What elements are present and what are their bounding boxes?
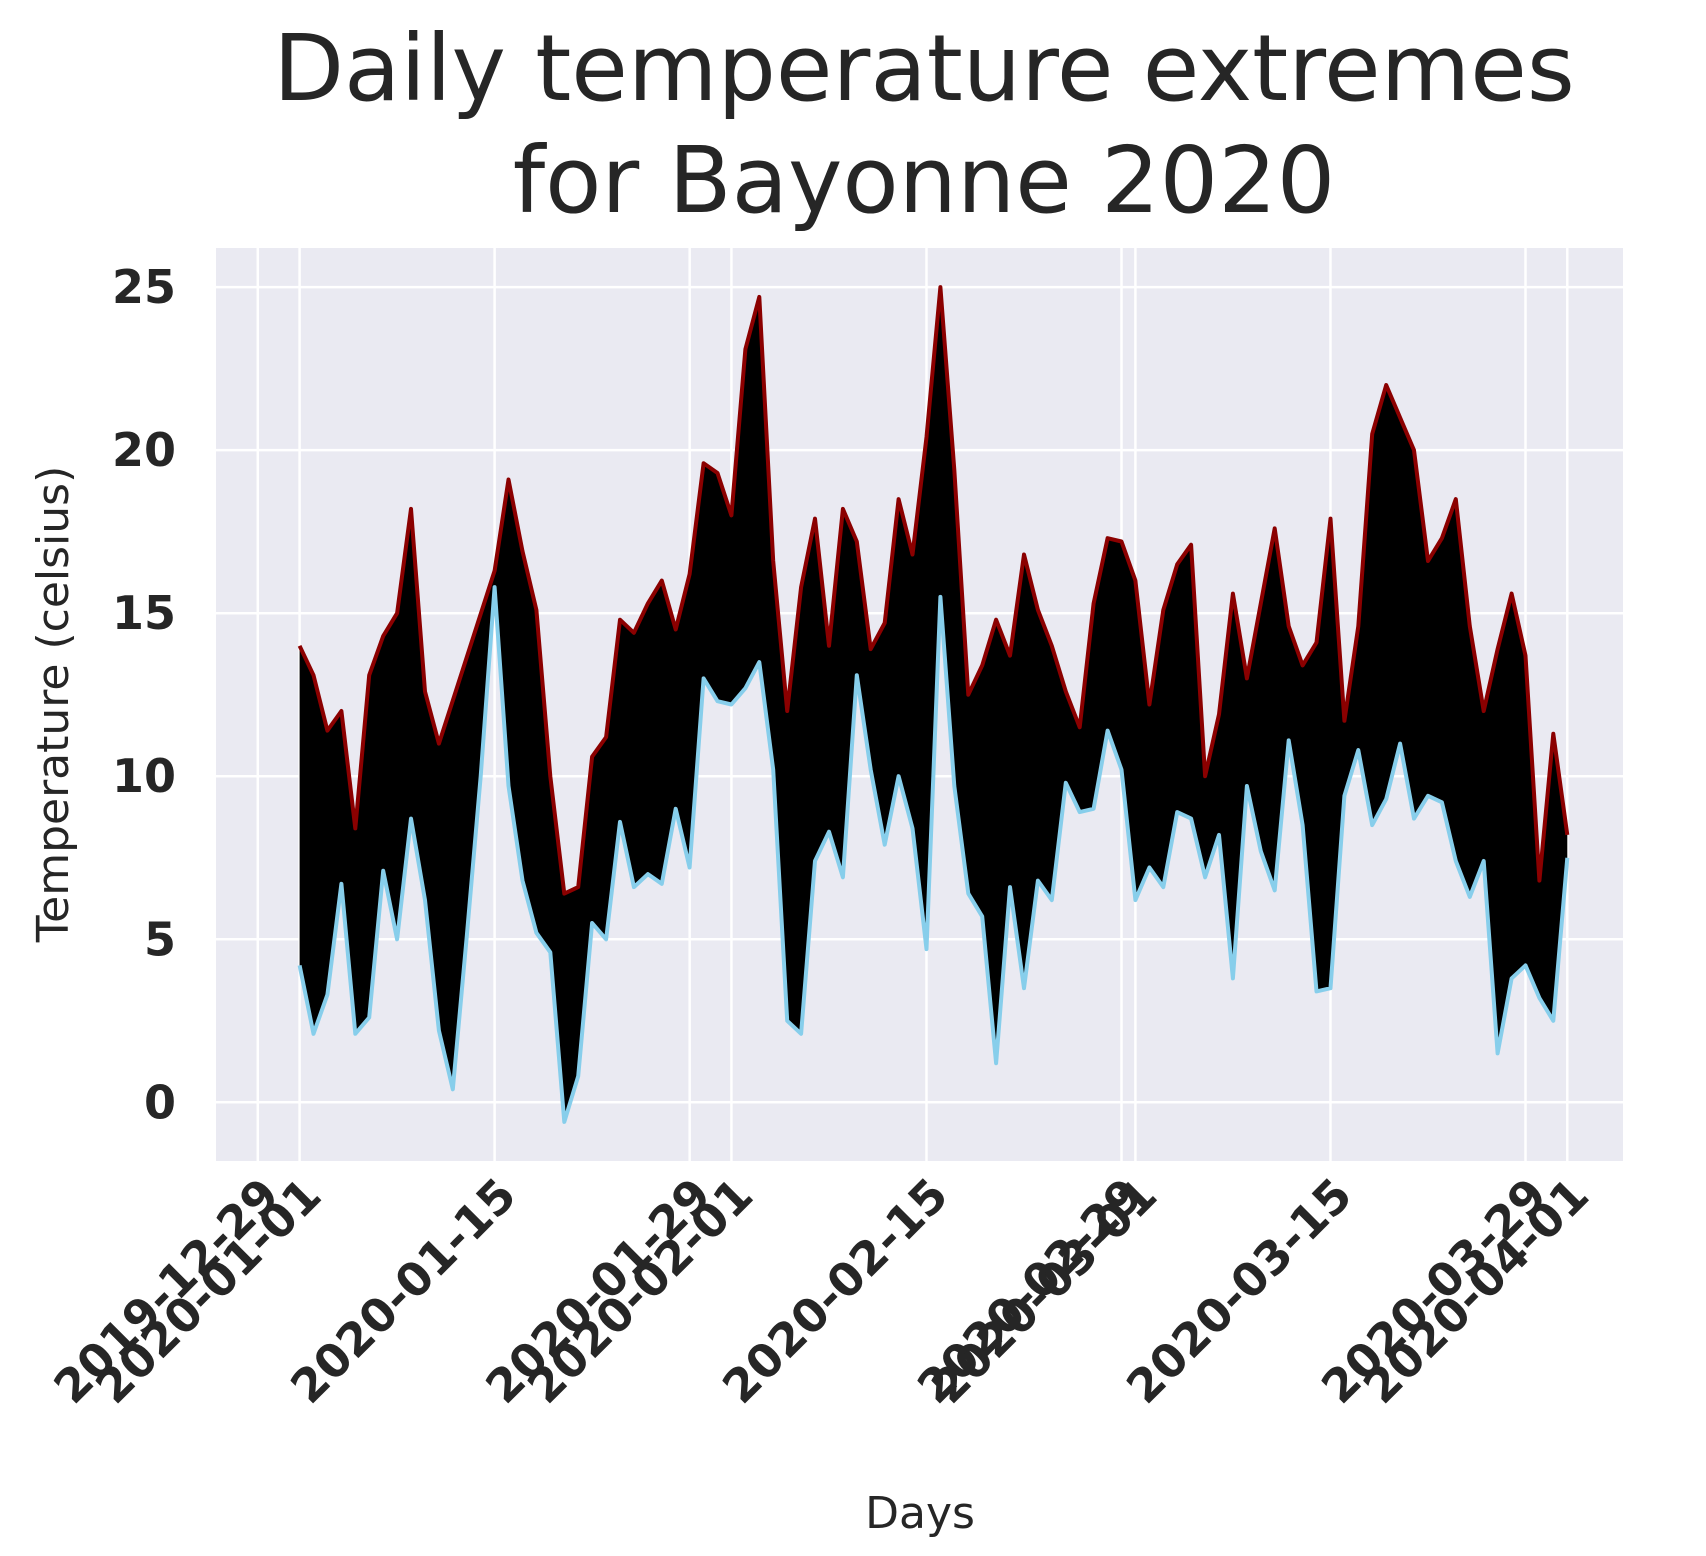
y-tick-label: 25 (112, 260, 176, 314)
y-axis-label: Temperature (celsius) (28, 466, 79, 943)
temperature-range-fill (299, 287, 1568, 1122)
x-tick-label: 2020-04-01 (1353, 1168, 1599, 1414)
chart-title-line-1: Daily temperature extremes (273, 15, 1575, 122)
y-tick-label: 15 (112, 586, 176, 640)
chart-title-line-2: for Bayonne 2020 (513, 127, 1336, 234)
y-tick-label: 5 (144, 912, 176, 966)
y-tick-label: 10 (112, 749, 176, 803)
series-line-min (297, 585, 1570, 1124)
x-axis-ticks: 2019-12-292020-01-012020-01-152020-01-29… (43, 1168, 1599, 1414)
series-line-max (297, 285, 1570, 896)
series-lines (297, 285, 1570, 1124)
x-axis-label: Days (865, 1488, 975, 1539)
y-tick-label: 0 (144, 1075, 176, 1129)
y-tick-label: 20 (112, 423, 176, 477)
x-tick-label: 2019-12-29 (43, 1168, 289, 1414)
y-axis-ticks: 0 5 10 15 20 25 (112, 260, 176, 1129)
